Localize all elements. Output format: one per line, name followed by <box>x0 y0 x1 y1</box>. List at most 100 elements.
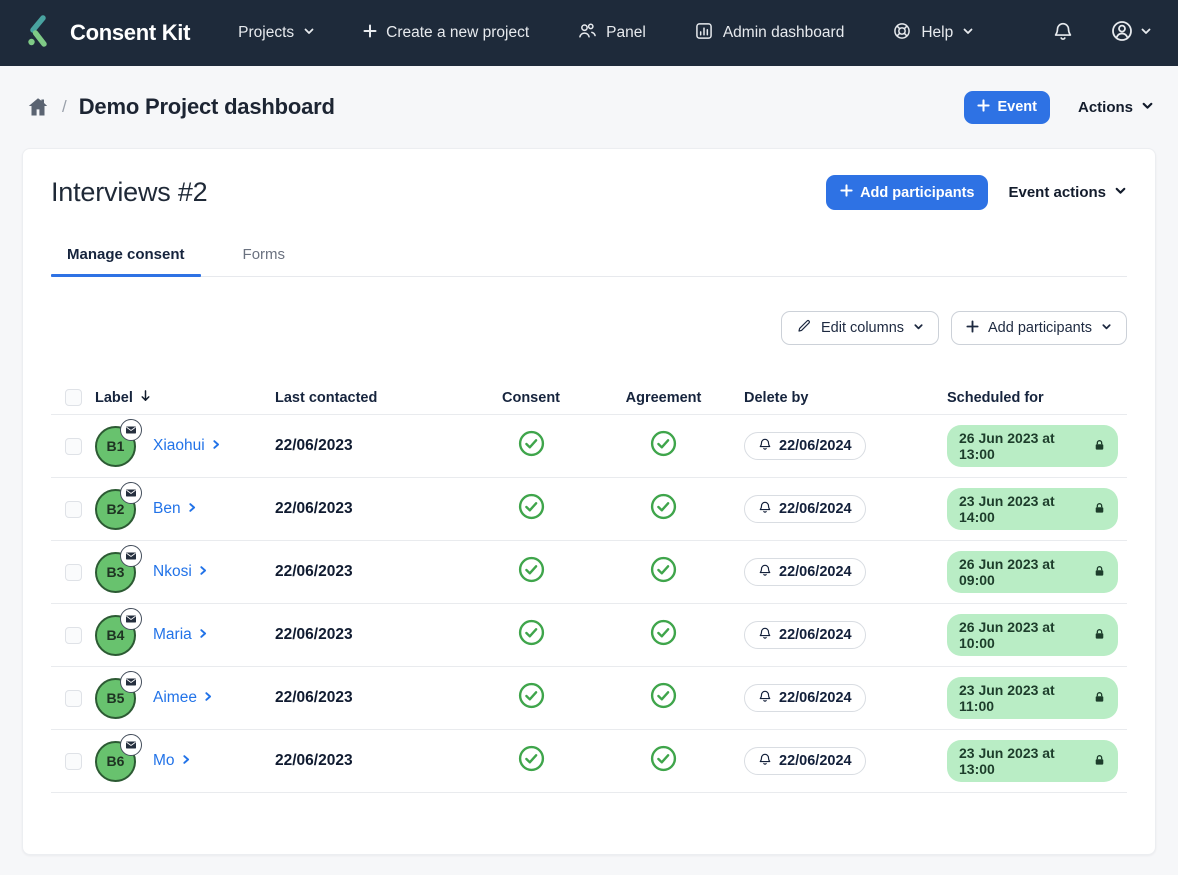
add-participants-dropdown-button[interactable]: Add participants <box>951 311 1127 345</box>
nav-panel[interactable]: Panel <box>577 21 646 46</box>
column-header-delete-by[interactable]: Delete by <box>726 390 931 406</box>
delete-by-pill[interactable]: 22/06/2024 <box>744 684 866 712</box>
chevron-right-icon <box>198 626 208 644</box>
participant-label: B5 <box>107 690 125 706</box>
scheduled-for-pill[interactable]: 26 Jun 2023 at 09:00 <box>947 551 1118 593</box>
consent-status <box>461 682 601 714</box>
consent-status <box>461 745 601 777</box>
sort-descending-icon <box>138 388 153 407</box>
nav-projects[interactable]: Projects <box>238 24 315 42</box>
add-participants-button[interactable]: Add participants <box>826 175 988 210</box>
participant-name: Nkosi <box>153 563 192 581</box>
column-header-label[interactable]: Label <box>95 388 275 407</box>
participant-name-link[interactable]: Nkosi <box>153 563 208 581</box>
bell-icon <box>758 563 772 581</box>
new-event-button[interactable]: Event <box>964 91 1050 124</box>
participant-avatar[interactable]: B5 <box>95 678 136 719</box>
home-icon[interactable] <box>26 95 50 119</box>
email-badge-icon <box>120 608 142 630</box>
nav-admin-dashboard[interactable]: Admin dashboard <box>694 21 845 46</box>
brand-home-link[interactable]: Consent Kit <box>26 14 190 53</box>
column-header-consent[interactable]: Consent <box>461 390 601 406</box>
row-checkbox[interactable] <box>65 564 82 581</box>
participant-name: Xiaohui <box>153 437 205 455</box>
scheduled-for-pill[interactable]: 23 Jun 2023 at 14:00 <box>947 488 1118 530</box>
bell-icon <box>758 752 772 770</box>
table-body: B1 Xiaohui 22/06/2023 <box>51 415 1127 793</box>
delete-by-pill[interactable]: 22/06/2024 <box>744 747 866 775</box>
scheduled-for-pill[interactable]: 23 Jun 2023 at 13:00 <box>947 740 1118 782</box>
last-contacted-date: 22/06/2023 <box>275 626 461 644</box>
edit-columns-button[interactable]: Edit columns <box>781 311 939 345</box>
row-checkbox[interactable] <box>65 438 82 455</box>
chevron-down-icon <box>1141 99 1154 116</box>
actions-menu-button[interactable]: Actions <box>1078 99 1154 116</box>
nav-create-project-label: Create a new project <box>386 24 529 42</box>
bell-icon <box>758 626 772 644</box>
tab-forms[interactable]: Forms <box>213 246 316 276</box>
agreement-status <box>601 619 726 651</box>
participant-name-link[interactable]: Mo <box>153 752 191 770</box>
participant-avatar[interactable]: B1 <box>95 426 136 467</box>
participant-name: Mo <box>153 752 175 770</box>
delete-by-pill[interactable]: 22/06/2024 <box>744 621 866 649</box>
row-checkbox[interactable] <box>65 627 82 644</box>
delete-by-date: 22/06/2024 <box>779 564 852 580</box>
participant-avatar[interactable]: B2 <box>95 489 136 530</box>
account-menu-button[interactable] <box>1110 19 1152 48</box>
last-contacted-date: 22/06/2023 <box>275 563 461 581</box>
check-circle-icon <box>650 430 677 462</box>
nav-help[interactable]: Help <box>892 21 974 46</box>
select-all-checkbox[interactable] <box>65 389 82 406</box>
delete-by-pill[interactable]: 22/06/2024 <box>744 495 866 523</box>
page-actions: Event Actions <box>964 91 1154 124</box>
plus-icon <box>840 184 853 201</box>
agreement-status <box>601 493 726 525</box>
column-header-last-contacted[interactable]: Last contacted <box>275 390 461 406</box>
label-header-text: Label <box>95 390 133 406</box>
notifications-button[interactable] <box>1052 20 1074 47</box>
scheduled-for-pill[interactable]: 23 Jun 2023 at 11:00 <box>947 677 1118 719</box>
consent-status <box>461 556 601 588</box>
participant-name: Ben <box>153 500 181 518</box>
scheduled-for-date: 26 Jun 2023 at 10:00 <box>959 619 1085 651</box>
participant-name-link[interactable]: Xiaohui <box>153 437 221 455</box>
consent-status <box>461 493 601 525</box>
scheduled-for-date: 26 Jun 2023 at 09:00 <box>959 556 1085 588</box>
participant-avatar[interactable]: B4 <box>95 615 136 656</box>
agreement-status <box>601 682 726 714</box>
chevron-right-icon <box>211 437 221 455</box>
row-checkbox[interactable] <box>65 501 82 518</box>
column-header-agreement[interactable]: Agreement <box>601 390 726 406</box>
delete-by-pill[interactable]: 22/06/2024 <box>744 432 866 460</box>
add-participants-button-label: Add participants <box>860 185 974 201</box>
chevron-right-icon <box>187 500 197 518</box>
participant-name-link[interactable]: Ben <box>153 500 197 518</box>
participant-name-link[interactable]: Maria <box>153 626 208 644</box>
participant-avatar[interactable]: B6 <box>95 741 136 782</box>
tab-manage-consent[interactable]: Manage consent <box>51 246 201 276</box>
participant-avatar[interactable]: B3 <box>95 552 136 593</box>
pencil-icon <box>796 318 812 338</box>
user-circle-icon <box>1110 19 1134 48</box>
bell-icon <box>758 437 772 455</box>
table-row: B6 Mo 22/06/2023 <box>51 730 1127 793</box>
page-title: Demo Project dashboard <box>79 94 335 120</box>
nav-admin-dashboard-label: Admin dashboard <box>723 24 845 42</box>
delete-by-date: 22/06/2024 <box>779 627 852 643</box>
last-contacted-date: 22/06/2023 <box>275 500 461 518</box>
consent-status <box>461 430 601 462</box>
row-checkbox[interactable] <box>65 753 82 770</box>
scheduled-for-pill[interactable]: 26 Jun 2023 at 10:00 <box>947 614 1118 656</box>
table-row: B3 Nkosi 22/06/2023 <box>51 541 1127 604</box>
nav-create-project[interactable]: Create a new project <box>363 24 529 43</box>
event-actions-menu-button[interactable]: Event actions <box>1008 184 1127 201</box>
check-circle-icon <box>518 682 545 714</box>
column-header-scheduled-for[interactable]: Scheduled for <box>931 390 1118 406</box>
participant-name-link[interactable]: Aimee <box>153 689 213 707</box>
nav-panel-label: Panel <box>606 24 646 42</box>
row-checkbox[interactable] <box>65 690 82 707</box>
plus-icon <box>363 24 377 43</box>
delete-by-pill[interactable]: 22/06/2024 <box>744 558 866 586</box>
scheduled-for-pill[interactable]: 26 Jun 2023 at 13:00 <box>947 425 1118 467</box>
